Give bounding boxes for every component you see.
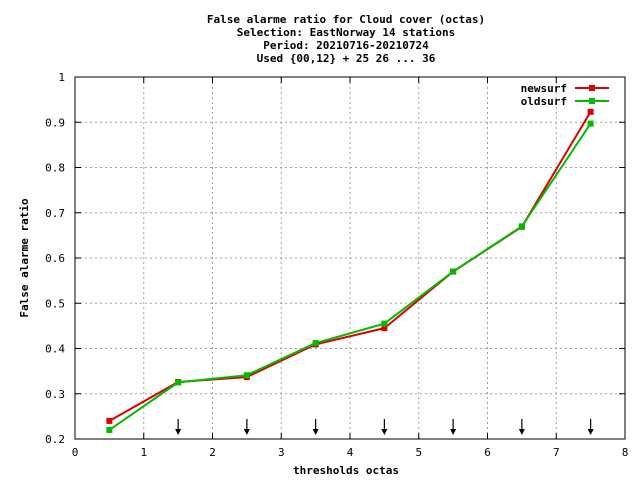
data-point-newsurf — [381, 325, 388, 332]
y-tick-label: 0.8 — [45, 162, 65, 175]
data-point-newsurf — [587, 108, 594, 115]
threshold-arrow — [587, 419, 594, 435]
chart-title-line-3: Period: 20210716-20210724 — [263, 39, 429, 52]
threshold-arrow — [312, 419, 319, 435]
axes: 0 1 2 3 4 5 6 7 8 0.2 0.3 0.4 0.5 0.6 0.7 0.8 0.9 1 — [45, 71, 628, 459]
y-tick-label: 0.7 — [45, 207, 65, 220]
threshold-arrow — [175, 419, 182, 435]
y-tick-label: 0.5 — [45, 297, 65, 310]
legend-entry-newsurf: newsurf — [521, 82, 609, 95]
data-point-oldsurf — [175, 379, 182, 386]
chart-titles: False alarme ratio for Cloud cover (octa… — [207, 13, 485, 65]
threshold-arrow-head — [312, 429, 319, 435]
series-newsurf — [106, 108, 594, 424]
grid — [75, 77, 625, 439]
y-tick-label: 1 — [58, 71, 65, 84]
x-tick-label: 3 — [278, 446, 285, 459]
data-point-oldsurf — [518, 223, 525, 230]
threshold-arrow-head — [175, 429, 182, 435]
data-point-oldsurf — [106, 426, 113, 433]
threshold-arrow-head — [450, 429, 457, 435]
x-tick-label: 5 — [415, 446, 422, 459]
legend-label: newsurf — [521, 82, 567, 95]
legend-entry-oldsurf: oldsurf — [521, 95, 609, 108]
legend-marker — [589, 98, 595, 104]
x-tick-label: 2 — [209, 446, 216, 459]
data-point-newsurf — [106, 417, 113, 424]
y-tick-label: 0.9 — [45, 116, 65, 129]
x-tick-label: 1 — [140, 446, 147, 459]
chart-title-line-2: Selection: EastNorway 14 stations — [237, 26, 456, 39]
threshold-arrow-head — [381, 429, 388, 435]
data-point-oldsurf — [450, 268, 457, 275]
data-point-oldsurf — [243, 372, 250, 379]
threshold-arrow — [450, 419, 457, 435]
y-tick-label: 0.4 — [45, 343, 65, 356]
chart-title-line-1: False alarme ratio for Cloud cover (octa… — [207, 13, 485, 26]
data-point-oldsurf — [312, 340, 319, 347]
legend-label: oldsurf — [521, 95, 567, 108]
threshold-arrows — [175, 419, 594, 435]
x-tick-label: 4 — [347, 446, 354, 459]
y-tick-label: 0.3 — [45, 388, 65, 401]
data-point-oldsurf — [381, 320, 388, 327]
x-tick-label: 6 — [484, 446, 491, 459]
series-line-oldsurf — [108, 123, 592, 431]
x-tick-label: 0 — [72, 446, 79, 459]
series-layer — [106, 108, 594, 433]
threshold-arrow-head — [587, 429, 594, 435]
chart-title-line-4: Used {00,12} + 25 26 ... 36 — [257, 52, 436, 65]
x-axis-label: thresholds octas — [293, 464, 399, 477]
y-tick-label: 0.6 — [45, 252, 65, 265]
threshold-arrow-head — [518, 429, 525, 435]
y-tick-label: 0.2 — [45, 433, 65, 446]
data-point-oldsurf — [587, 120, 594, 127]
threshold-arrow — [243, 419, 250, 435]
threshold-arrow — [518, 419, 525, 435]
x-tick-label: 8 — [622, 446, 629, 459]
x-tick-label: 7 — [553, 446, 560, 459]
series-oldsurf — [106, 120, 594, 433]
threshold-arrow — [381, 419, 388, 435]
y-axis-label: False alarme ratio — [18, 198, 31, 318]
legend-marker — [589, 85, 595, 91]
threshold-arrow-head — [243, 429, 250, 435]
